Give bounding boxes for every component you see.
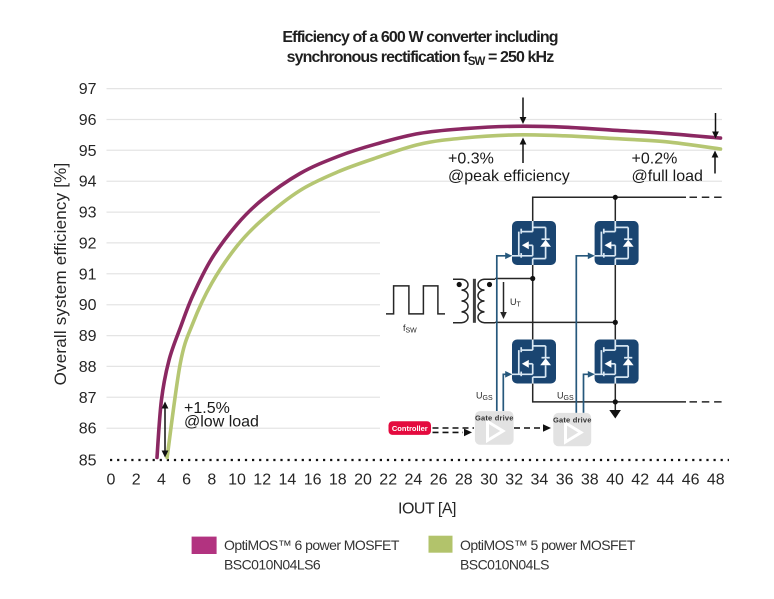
- svg-text:34: 34: [531, 472, 549, 489]
- svg-text:87: 87: [79, 390, 97, 407]
- svg-text:38: 38: [581, 472, 599, 489]
- svg-text:89: 89: [79, 328, 97, 345]
- svg-text:44: 44: [657, 472, 675, 489]
- svg-text:Gate drive: Gate drive: [475, 414, 514, 423]
- svg-text:26: 26: [430, 472, 448, 489]
- svg-text:22: 22: [379, 472, 397, 489]
- svg-text:BSC010N04LS6: BSC010N04LS6: [224, 557, 321, 573]
- svg-text:94: 94: [79, 174, 97, 191]
- svg-text:synchronous rectification fSW: synchronous rectification fSW = 250 kHz: [287, 49, 555, 68]
- svg-text:93: 93: [79, 205, 97, 222]
- svg-text:40: 40: [606, 472, 624, 489]
- svg-text:@peak efficiency: @peak efficiency: [448, 168, 570, 185]
- svg-text:4: 4: [157, 472, 166, 489]
- svg-text:fSW: fSW: [403, 323, 417, 335]
- svg-text:Efficiency of a 600 W converte: Efficiency of a 600 W converter includin…: [282, 29, 557, 46]
- svg-text:48: 48: [707, 472, 725, 489]
- svg-text:96: 96: [79, 112, 97, 129]
- svg-text:IOUT [A]: IOUT [A]: [398, 501, 456, 518]
- svg-text:16: 16: [304, 472, 322, 489]
- svg-text:@low load: @low load: [184, 414, 259, 431]
- svg-text:86: 86: [79, 421, 97, 438]
- svg-text:0: 0: [107, 472, 116, 489]
- svg-text:UGS: UGS: [476, 390, 493, 402]
- svg-text:97: 97: [79, 81, 97, 98]
- svg-text:UT: UT: [510, 297, 522, 309]
- svg-text:20: 20: [354, 472, 372, 489]
- svg-text:46: 46: [682, 472, 700, 489]
- svg-text:BSC010N04LS: BSC010N04LS: [460, 557, 549, 573]
- svg-text:+1.5%: +1.5%: [184, 400, 230, 417]
- svg-text:+0.2%: +0.2%: [632, 151, 678, 168]
- svg-text:30: 30: [480, 472, 498, 489]
- svg-text:85: 85: [79, 453, 97, 470]
- svg-text:Gate drive: Gate drive: [553, 415, 592, 424]
- svg-text:14: 14: [279, 472, 297, 489]
- svg-text:91: 91: [79, 266, 97, 283]
- svg-text:18: 18: [329, 472, 347, 489]
- svg-text:Overall system efficiency [%]: Overall system efficiency [%]: [51, 163, 70, 386]
- svg-text:OptiMOS™ 6 power MOSFET: OptiMOS™ 6 power MOSFET: [224, 537, 400, 553]
- svg-text:95: 95: [79, 143, 97, 160]
- svg-text:88: 88: [79, 359, 97, 376]
- svg-text:32: 32: [505, 472, 523, 489]
- svg-text:OptiMOS™ 5 power MOSFET: OptiMOS™ 5 power MOSFET: [460, 537, 636, 553]
- svg-text:8: 8: [207, 472, 216, 489]
- svg-text:36: 36: [556, 472, 574, 489]
- svg-text:6: 6: [182, 472, 191, 489]
- svg-text:28: 28: [455, 472, 473, 489]
- svg-text:42: 42: [631, 472, 649, 489]
- svg-text:@full load: @full load: [632, 168, 703, 185]
- svg-text:10: 10: [228, 472, 246, 489]
- svg-text:Controller: Controller: [392, 424, 428, 433]
- svg-text:24: 24: [405, 472, 423, 489]
- svg-text:+0.3%: +0.3%: [448, 151, 494, 168]
- svg-text:2: 2: [132, 472, 141, 489]
- svg-text:UGS: UGS: [557, 390, 574, 402]
- svg-text:92: 92: [79, 235, 97, 252]
- svg-text:90: 90: [79, 297, 97, 314]
- svg-text:12: 12: [253, 472, 271, 489]
